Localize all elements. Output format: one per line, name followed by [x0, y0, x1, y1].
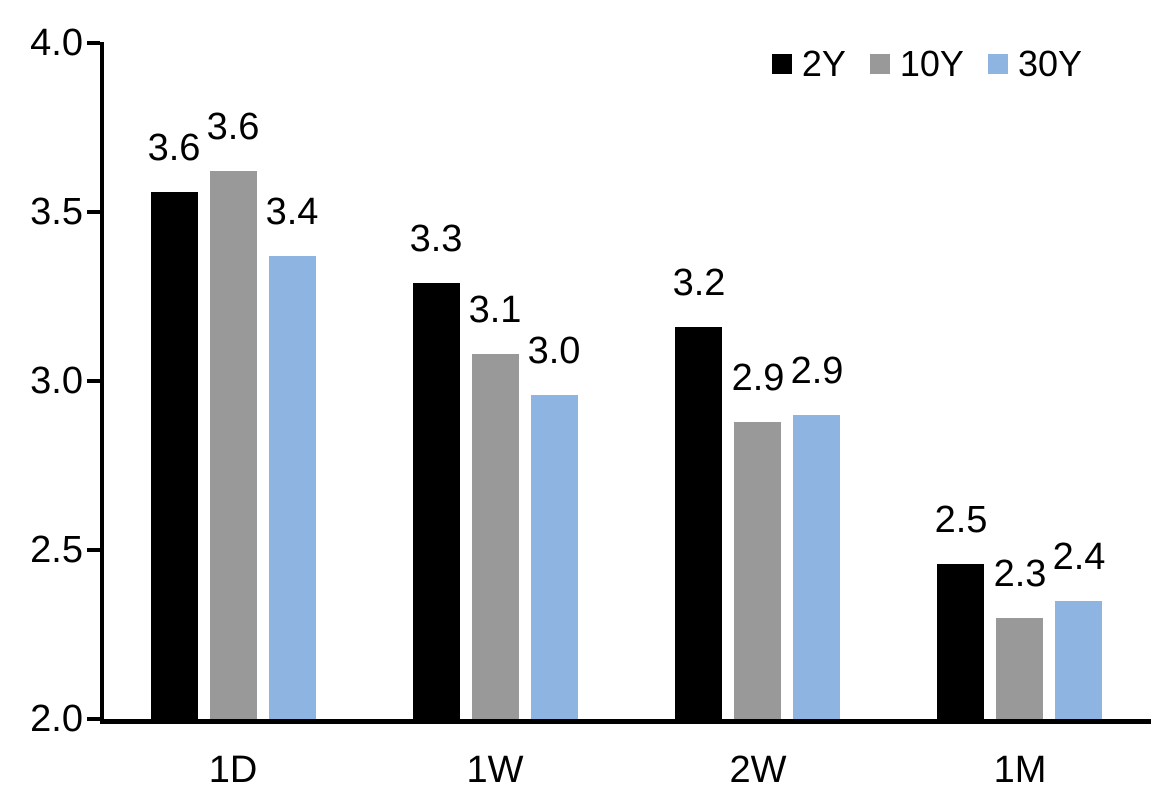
y-tick-label: 2.0: [30, 698, 83, 740]
bar-2Y-1D: [151, 192, 198, 719]
value-label-2Y-1D: 3.6: [147, 127, 201, 169]
legend-swatch-icon: [869, 54, 890, 74]
y-tick-label: 3.5: [30, 191, 83, 233]
value-label-10Y-1M: 2.3: [993, 553, 1047, 595]
bar-30Y-2W: [793, 415, 840, 719]
value-label-2Y-1W: 3.3: [409, 218, 463, 260]
x-category-label: 1W: [466, 749, 524, 791]
value-label-10Y-1W: 3.1: [468, 289, 522, 331]
bar-30Y-1W: [531, 395, 578, 719]
value-label-30Y-1D: 3.4: [265, 191, 319, 233]
value-label-2Y-2W: 3.2: [672, 262, 726, 304]
legend-item-2Y: 2Y: [771, 43, 846, 84]
y-axis-tick: [87, 379, 100, 383]
bar-30Y-1M: [1055, 601, 1102, 719]
bar-10Y-1D: [210, 171, 257, 719]
y-tick-label: 4.0: [30, 22, 83, 64]
bar-2Y-1W: [413, 283, 460, 719]
y-tick-label: 2.5: [30, 529, 83, 571]
y-axis-tick: [87, 548, 100, 552]
value-label-10Y-2W: 2.9: [731, 357, 785, 399]
y-axis-tick: [87, 210, 100, 214]
legend-label: 10Y: [899, 43, 964, 84]
x-axis-line: [100, 719, 1151, 724]
value-label-30Y-1M: 2.4: [1052, 536, 1106, 578]
legend: 2Y 10Y 30Y: [771, 43, 1082, 84]
legend-item-10Y: 10Y: [869, 43, 964, 84]
value-label-30Y-2W: 2.9: [790, 350, 844, 392]
y-axis-tick: [87, 717, 100, 721]
y-tick-label: 3.0: [30, 360, 83, 402]
value-label-30Y-1W: 3.0: [527, 330, 581, 372]
value-label-10Y-1D: 3.6: [206, 106, 260, 148]
bar-10Y-1M: [996, 618, 1043, 719]
bar-2Y-1M: [937, 564, 984, 719]
y-axis-tick: [87, 41, 100, 45]
y-axis-line: [100, 42, 104, 724]
x-category-label: 1D: [208, 749, 258, 791]
x-category-label: 1M: [993, 749, 1047, 791]
legend-swatch-icon: [771, 54, 792, 74]
value-label-2Y-1M: 2.5: [934, 499, 988, 541]
legend-label: 30Y: [1017, 43, 1082, 84]
bar-2Y-2W: [675, 327, 722, 719]
legend-label: 2Y: [801, 43, 846, 84]
bar-30Y-1D: [269, 256, 316, 719]
x-category-label: 2W: [729, 749, 787, 791]
bar-10Y-1W: [472, 354, 519, 719]
legend-item-30Y: 30Y: [987, 43, 1082, 84]
bar-10Y-2W: [734, 422, 781, 719]
legend-swatch-icon: [987, 54, 1008, 74]
